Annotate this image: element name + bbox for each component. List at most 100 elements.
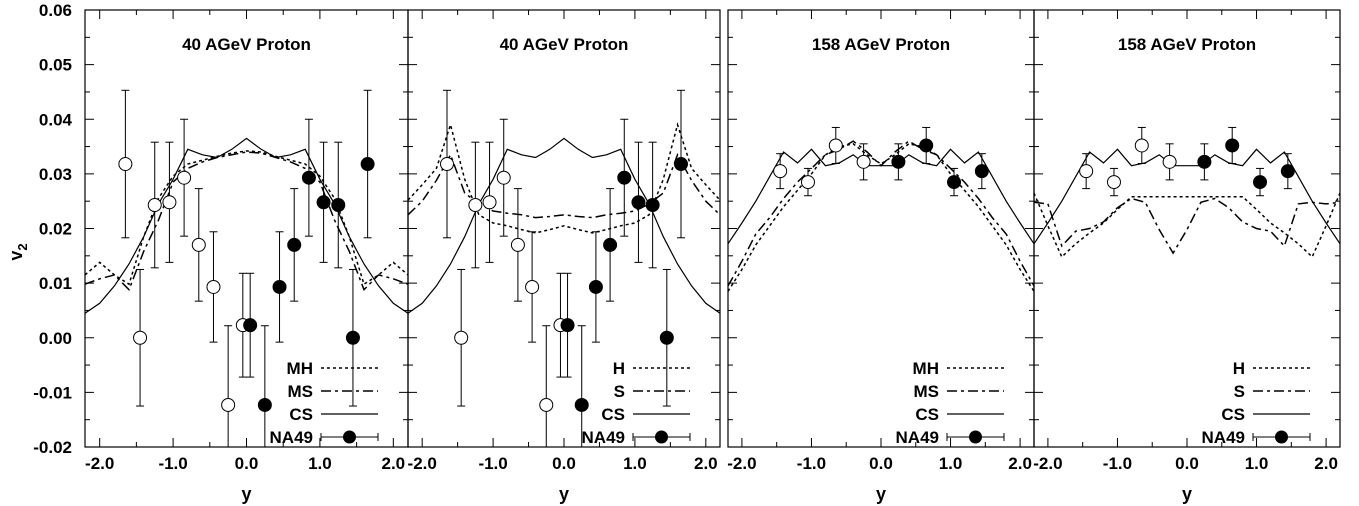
legend: HS CS NA49 — [582, 359, 691, 447]
legend-label: CS — [289, 405, 313, 424]
data-point-open — [1106, 175, 1121, 190]
x-tick-label: -1.0 — [478, 454, 507, 473]
data-point-filled — [345, 330, 360, 345]
data-point-filled — [1280, 164, 1295, 179]
data-point-filled — [1253, 175, 1268, 190]
data-point-filled — [617, 170, 632, 185]
x-tick-label: 1.0 — [1245, 454, 1269, 473]
data-point-open — [118, 157, 133, 172]
x-axis-title: y — [1182, 484, 1192, 504]
data-point-filled — [947, 175, 962, 190]
data-point-open — [440, 157, 454, 172]
x-tick-label: -2.0 — [727, 454, 756, 473]
x-tick-label: -2.0 — [1033, 454, 1062, 473]
legend-label: MS — [288, 382, 314, 401]
series-group — [1034, 126, 1340, 259]
panel-4: -2.0 -1.0 0.0 1.0 2.0 y 158 AGeV Proton HS CS NA4… — [1033, 9, 1341, 504]
data-point-open — [191, 237, 206, 252]
legend: MH MS CS NA49 — [270, 359, 379, 447]
data-point-filled — [1197, 154, 1212, 169]
x-tick-label: 0.0 — [552, 454, 576, 473]
series-line-cs — [408, 137, 720, 314]
data-point-open — [147, 198, 162, 213]
legend-label: NA49 — [1202, 428, 1245, 447]
data-point-open — [496, 170, 511, 185]
x-tick-label: 0.0 — [235, 454, 259, 473]
x-tick-label: 2.0 — [1008, 454, 1032, 473]
legend-label: CS — [601, 405, 625, 424]
data-point-open — [133, 330, 148, 345]
series-line-mh — [728, 142, 1034, 292]
series-group — [408, 89, 720, 447]
y-tick-label: 0.02 — [39, 220, 72, 239]
series-line-cs — [728, 148, 1034, 245]
x-axis-title: y — [876, 484, 886, 504]
panel-frame — [727, 9, 1035, 448]
panel-frame — [407, 9, 721, 448]
x-tick-label: -1.0 — [797, 454, 826, 473]
data-point-open — [177, 170, 192, 185]
data-point-filled — [603, 237, 618, 252]
x-tick-label: -1.0 — [1103, 454, 1132, 473]
x-tick-label: 2.0 — [1314, 454, 1338, 473]
data-point-filled — [287, 237, 302, 252]
legend-label: CS — [915, 405, 939, 424]
data-point-filled — [659, 330, 674, 345]
legend-marker — [655, 430, 668, 444]
series-line-s — [1034, 197, 1340, 255]
legend-label: MS — [914, 382, 940, 401]
x-tick-label: 1.0 — [939, 454, 963, 473]
data-point-filled — [560, 318, 575, 333]
data-point-filled — [974, 164, 989, 179]
data-point-filled — [257, 397, 272, 412]
series-line-s — [408, 153, 720, 219]
panel-frame — [84, 9, 409, 448]
x-tick-label: 1.0 — [623, 454, 647, 473]
data-point-open — [468, 198, 483, 213]
legend-label: NA49 — [270, 428, 313, 447]
legend: HS CS NA49 — [1202, 359, 1311, 447]
data-point-open — [856, 154, 871, 169]
data-point-open — [773, 164, 788, 179]
panel-title: 40 AGeV Proton — [500, 35, 629, 54]
data-point-filled — [919, 138, 934, 153]
panel-title: 158 AGeV Proton — [1118, 35, 1256, 54]
panel-2: -2.0 -1.0 0.0 1.0 2.0 y 40 AGeV Proton HS CS NA49 — [407, 9, 721, 504]
panel-3: -2.0 -1.0 0.0 1.0 2.0 y 158 AGeV Proton MH MS CS N… — [727, 9, 1035, 504]
panel-title: 158 AGeV Proton — [812, 35, 950, 54]
data-point-open — [1079, 164, 1094, 179]
x-tick-label: -1.0 — [158, 454, 187, 473]
legend-label: H — [1233, 359, 1245, 378]
y-tick-label: 0.04 — [39, 110, 73, 129]
panel-1: -2.0 -1.0 0.0 1.0 2.0 y 40 AGeV Proton MH MS CS NA… — [84, 9, 409, 504]
data-point-filled — [1225, 138, 1240, 153]
data-point-filled — [243, 318, 258, 333]
x-tick-label: 0.0 — [869, 454, 893, 473]
y-tick-label: -0.01 — [33, 383, 72, 402]
data-point-open — [1134, 138, 1149, 153]
legend-marker — [969, 430, 982, 444]
legend-label: MH — [287, 359, 313, 378]
x-tick-label: 2.0 — [381, 454, 405, 473]
data-point-open — [482, 195, 497, 210]
data-point-filled — [574, 397, 589, 412]
legend-marker — [1275, 430, 1288, 444]
legend: MH MS CS NA49 — [896, 359, 1005, 447]
series-line-ms — [728, 140, 1034, 287]
data-point-open — [525, 279, 540, 294]
y-axis-title: v2 — [6, 243, 30, 260]
x-axis-title: y — [559, 484, 569, 504]
data-point-open — [828, 138, 843, 153]
x-tick-label: 1.0 — [308, 454, 332, 473]
y-tick-label: 0.06 — [39, 1, 72, 20]
data-point-filled — [674, 157, 688, 172]
legend-label: NA49 — [896, 428, 939, 447]
plot-area: 0.06 0.05 0.04 0.03 0.02 0.01 0.00 -0.01 -0.02 -2… — [33, 1, 1341, 504]
data-point-open — [800, 175, 815, 190]
x-tick-label: -2.0 — [408, 454, 437, 473]
x-tick-label: 2.0 — [694, 454, 718, 473]
data-point-filled — [588, 279, 603, 294]
series-line-h — [1034, 192, 1340, 259]
series-line-cs — [85, 137, 408, 314]
